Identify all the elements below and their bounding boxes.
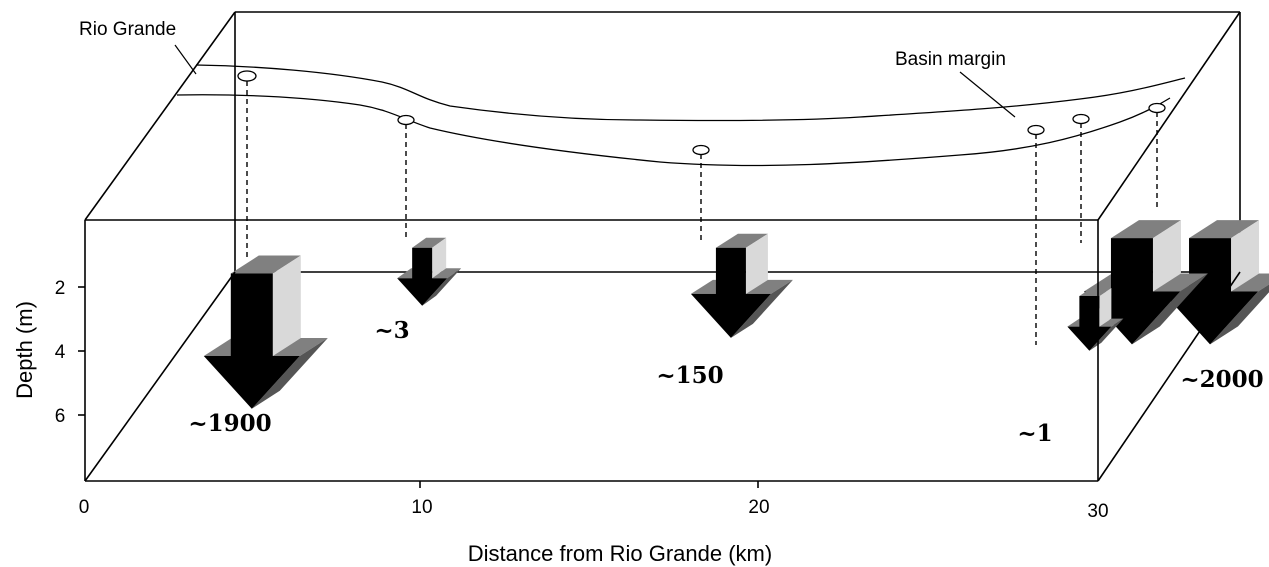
x-tick-label: 30: [1087, 501, 1108, 522]
recharge-arrow-w3: [691, 234, 793, 338]
well-value-label-w2: ~3: [374, 317, 409, 344]
well-marker: [693, 146, 709, 155]
x-tick-label: 20: [748, 497, 769, 518]
river-callout-line: [175, 45, 196, 74]
well-marker: [1149, 104, 1165, 113]
river-label: Rio Grande: [79, 19, 176, 40]
well-value-label-w1: ~1900: [188, 410, 271, 437]
recharge-arrow-w2: [397, 238, 461, 306]
river-corridor: [177, 65, 1185, 166]
block-back-edges: [235, 12, 1240, 272]
well-value-label-w6: ~2000: [1180, 366, 1263, 393]
basin-margin-label: Basin margin: [895, 49, 1006, 70]
y-tick-label: 2: [55, 278, 66, 299]
well-marker: [398, 116, 414, 125]
river-north-bank: [196, 65, 1185, 121]
y-axis-title: Depth (m): [12, 301, 37, 399]
x-tick-label: 0: [79, 497, 90, 518]
well-markers: [238, 71, 1165, 155]
recharge-arrows: [204, 220, 1269, 409]
well-marker: [1073, 115, 1089, 124]
well-marker: [1028, 126, 1044, 135]
y-tick-label: 6: [55, 406, 66, 427]
well-marker: [238, 71, 256, 81]
well-value-label-w3: ~150: [656, 362, 723, 389]
x-axis-title: Distance from Rio Grande (km): [468, 541, 772, 566]
x-tick-label: 10: [411, 497, 432, 518]
recharge-arrow-w1: [204, 256, 328, 409]
y-tick-label: 4: [55, 342, 66, 363]
well-value-label-w4: ~1: [1017, 420, 1052, 447]
